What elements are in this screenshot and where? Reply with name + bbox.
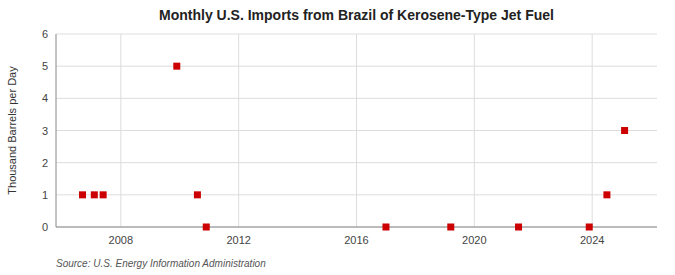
points: [79, 63, 628, 231]
point: [621, 127, 628, 134]
tick-label: 1: [42, 189, 48, 201]
tick-label: 4: [42, 92, 48, 104]
point: [173, 63, 180, 70]
point: [586, 224, 593, 231]
tick-label: 2024: [580, 234, 604, 246]
grid-line: [238, 34, 239, 227]
y-axis-label: Thousand Barrels per Day: [6, 66, 18, 195]
grid-line: [592, 34, 593, 227]
point: [203, 224, 210, 231]
grid-line: [474, 34, 475, 227]
point: [603, 191, 610, 198]
tick-label: 2: [42, 157, 48, 169]
point: [194, 191, 201, 198]
chart: 0 1 2 3 4 5 6 2008 2012 2016 2020 2024 Monthly U.S. …: [0, 0, 675, 275]
tick-label: 2012: [226, 234, 250, 246]
grid-line: [356, 34, 357, 227]
source-note: Source: U.S. Energy Information Administ…: [56, 258, 266, 269]
point: [382, 224, 389, 231]
grid: [56, 34, 657, 227]
tick-label: 5: [42, 60, 48, 72]
tick-label: 2020: [462, 234, 486, 246]
tick-label: 6: [42, 28, 48, 40]
x-axis-line: [56, 227, 657, 228]
tick-label: 2016: [344, 234, 368, 246]
point: [515, 224, 522, 231]
grid-line: [120, 34, 121, 227]
point: [100, 191, 107, 198]
grid-line: [56, 227, 657, 228]
tick-label: 0: [42, 221, 48, 233]
y-axis-line: [56, 34, 57, 227]
point: [91, 191, 98, 198]
tick-label: 3: [42, 125, 48, 137]
point: [79, 191, 86, 198]
tick-label: 2008: [109, 234, 133, 246]
point: [447, 224, 454, 231]
title: Monthly U.S. Imports from Brazil of Kero…: [159, 7, 554, 23]
